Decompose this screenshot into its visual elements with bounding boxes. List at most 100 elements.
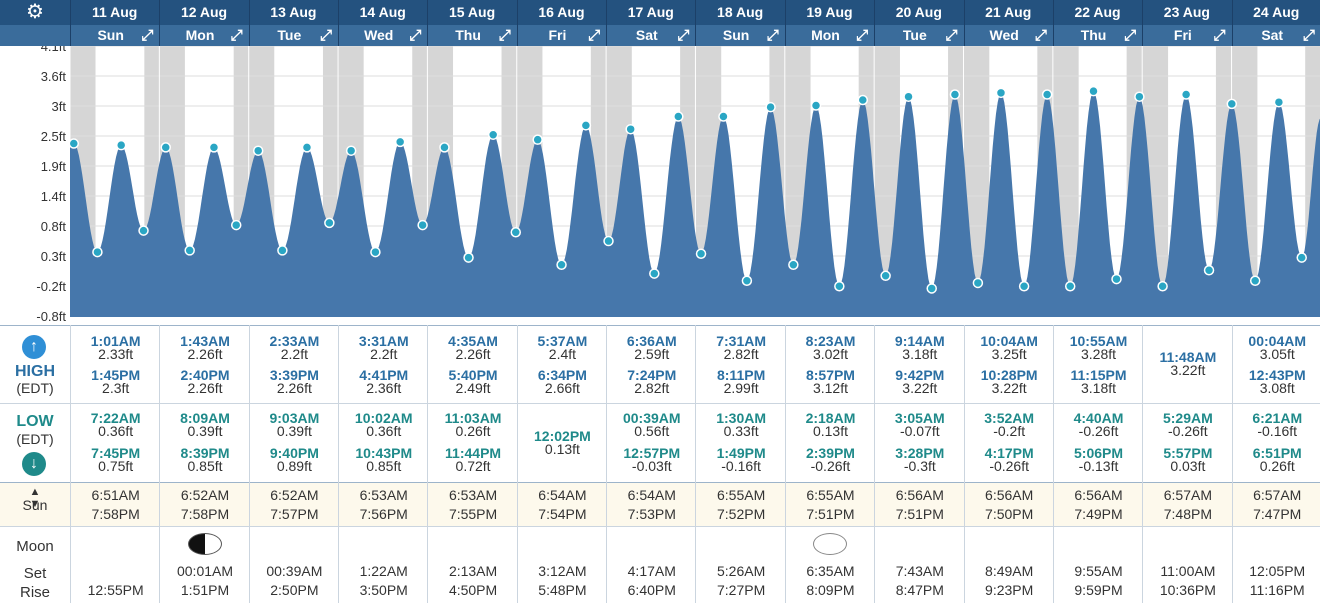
low-tide-height: 0.13ft [544, 441, 580, 457]
high-tide-height: 3.08ft [1259, 380, 1295, 396]
arrow-down-icon: ↓ [22, 452, 46, 476]
low-tide-height: -0.26ft [810, 458, 851, 474]
sunrise-time: 6:51AM [91, 487, 140, 503]
low-tide-height: -0.16ft [1257, 423, 1298, 439]
weekday-header-cell[interactable]: Mon ⤢ [159, 25, 248, 46]
tide-extreme-marker [115, 139, 127, 151]
first-quarter-moon-icon [188, 533, 223, 555]
expand-arrows-icon[interactable]: ⤢ [1302, 27, 1315, 44]
weekday-header-cell[interactable]: Tue ⤢ [874, 25, 963, 46]
header-column-divider [338, 0, 340, 46]
tide-extreme-marker [625, 123, 636, 135]
tide-extreme-marker [1273, 96, 1285, 108]
tide-extreme-marker [1180, 89, 1192, 100]
weekday-header-cell[interactable]: Fri ⤢ [1142, 25, 1231, 46]
date-header-cell: 13 Aug [270, 4, 317, 20]
moon-rise-time: 8:09PM [806, 582, 855, 598]
high-tide-height: 3.22ft [902, 380, 938, 396]
tide-extreme-marker [1157, 280, 1168, 292]
header-column-divider [70, 0, 71, 46]
weekday-header-cell[interactable]: Mon ⤢ [785, 25, 874, 46]
expand-arrows-icon[interactable]: ⤢ [1034, 27, 1047, 44]
low-tide-time: 10:43PM [355, 445, 413, 461]
sunrise-time: 6:54AM [627, 487, 676, 503]
expand-arrows-icon[interactable]: ⤢ [320, 27, 333, 44]
high-tide-time: 11:48AM [1159, 349, 1217, 365]
tide-extreme-marker [463, 252, 474, 263]
gear-icon[interactable]: ⚙ [26, 1, 44, 23]
high-tide-height: 2.2ft [370, 346, 398, 362]
low-tide-height: 0.75ft [98, 458, 134, 474]
weekday-header-cell[interactable]: Tue ⤢ [249, 25, 338, 46]
low-tide-height: -0.16ft [721, 458, 761, 474]
tide-extreme-marker [1296, 252, 1307, 263]
sunrise-time: 6:57AM [1163, 487, 1212, 503]
high-tide-time: 8:57PM [805, 367, 855, 383]
tide-extreme-marker [252, 145, 264, 156]
weekday-header-cell[interactable]: Thu ⤢ [427, 25, 516, 46]
low-tide-time: 11:03AM [444, 410, 502, 426]
day-column: 6:36AM 2.59ft 7:24PM 2.82ft 00:39AM 0.56ft 12:… [606, 325, 696, 603]
weekday-header-cell[interactable]: Fri ⤢ [517, 25, 606, 46]
header-column-divider [159, 0, 161, 46]
day-column: 1:01AM 2.33ft 1:45PM 2.3ft 7:22AM 0.36ft 7:45P… [70, 325, 160, 603]
low-tide-time: 5:57PM [1163, 445, 1213, 461]
sun-up-down-icon: ▲ ▼ [29, 486, 41, 510]
low-tide-time: 4:40AM [1073, 410, 1124, 426]
expand-arrows-icon[interactable]: ⤢ [677, 27, 690, 44]
expand-arrows-icon[interactable]: ⤢ [409, 27, 422, 44]
moon-set-time: 7:43AM [895, 563, 944, 579]
expand-arrows-icon[interactable]: ⤢ [945, 27, 958, 44]
tide-extreme-marker [1249, 275, 1261, 286]
high-tide-height: 2.26ft [455, 346, 491, 362]
expand-arrows-icon[interactable]: ⤢ [230, 27, 243, 44]
weekday-header-cell[interactable]: Wed ⤢ [964, 25, 1053, 46]
weekday-label: Sat [635, 27, 658, 43]
expand-arrows-icon[interactable]: ⤢ [766, 27, 779, 44]
weekday-header-cell[interactable]: Sat ⤢ [606, 25, 695, 46]
date-header-cell: 17 Aug [627, 4, 674, 20]
tide-extreme-marker [532, 134, 543, 145]
moon-rise-time: 9:59PM [1074, 582, 1123, 598]
weekday-label: Sun [722, 27, 750, 43]
row-separator [0, 325, 1320, 326]
weekday-header-cell[interactable]: Sun ⤢ [695, 25, 784, 46]
low-tide-height: 0.13ft [812, 423, 848, 439]
header-column-divider [963, 0, 965, 46]
high-tide-time: 11:15PM [1070, 367, 1127, 383]
moon-set-label: Set [23, 565, 47, 582]
high-tide-time: 6:34PM [537, 367, 587, 383]
tide-extreme-marker [1088, 85, 1099, 97]
sunrise-time: 6:52AM [180, 487, 230, 503]
expand-arrows-icon[interactable]: ⤢ [1124, 27, 1137, 44]
expand-arrows-icon[interactable]: ⤢ [498, 27, 511, 44]
expand-arrows-icon[interactable]: ⤢ [856, 27, 869, 44]
weekday-header-cell[interactable]: Wed ⤢ [338, 25, 427, 46]
low-tide-time: 2:18AM [805, 410, 856, 426]
date-header-cell: 22 Aug [1074, 4, 1121, 20]
expand-arrows-icon[interactable]: ⤢ [141, 27, 154, 44]
low-tide-time: 5:29AM [1162, 410, 1213, 426]
sunset-time: 7:56PM [359, 506, 408, 522]
day-column: 4:35AM 2.26ft 5:40PM 2.49ft 11:03AM 0.26ft 11:… [427, 325, 517, 603]
high-tide-time: 2:40PM [180, 367, 230, 383]
weekday-header-cell[interactable]: Thu ⤢ [1053, 25, 1142, 46]
moon-set-time: 00:01AM [176, 563, 234, 579]
weekday-label: Thu [1080, 27, 1107, 43]
moon-rise-time: 2:50PM [270, 582, 319, 598]
expand-arrows-icon[interactable]: ⤢ [588, 27, 601, 44]
y-tick-label: 3ft [52, 99, 67, 114]
tide-extreme-marker [903, 91, 914, 102]
date-header-cell: 23 Aug [1163, 4, 1210, 20]
weekday-label: Sat [1261, 27, 1284, 43]
weekday-header-cell[interactable]: Sat ⤢ [1232, 25, 1320, 46]
moon-rise-time: 10:36PM [1159, 582, 1216, 598]
weekday-header-cell[interactable]: Sun ⤢ [70, 25, 159, 46]
high-tide-height: 2.4ft [548, 346, 577, 362]
moon-set-time: 3:12AM [538, 563, 587, 579]
high-tide-time: 6:36AM [626, 333, 677, 349]
date-header-cell: 16 Aug [538, 4, 585, 20]
expand-arrows-icon[interactable]: ⤢ [1213, 27, 1226, 44]
low-tide-time: 4:17PM [984, 445, 1034, 461]
low-tide-time: 8:39PM [180, 445, 230, 461]
